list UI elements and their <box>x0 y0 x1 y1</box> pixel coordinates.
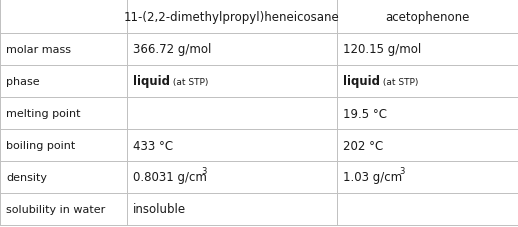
Text: insoluble: insoluble <box>133 203 186 216</box>
Text: 120.15 g/mol: 120.15 g/mol <box>343 43 421 56</box>
Text: 11-(2,2-dimethylpropyl)heneicosane: 11-(2,2-dimethylpropyl)heneicosane <box>124 10 340 23</box>
Text: 3: 3 <box>201 166 206 175</box>
Text: 433 °C: 433 °C <box>133 139 173 152</box>
Text: 3: 3 <box>399 166 405 175</box>
Text: 0.8031 g/cm: 0.8031 g/cm <box>133 171 207 184</box>
Text: molar mass: molar mass <box>6 45 71 55</box>
Text: phase: phase <box>6 77 39 87</box>
Text: 19.5 °C: 19.5 °C <box>343 107 387 120</box>
Text: liquid: liquid <box>133 75 170 88</box>
Text: (at STP): (at STP) <box>380 77 419 86</box>
Text: melting point: melting point <box>6 109 80 118</box>
Text: 366.72 g/mol: 366.72 g/mol <box>133 43 211 56</box>
Text: density: density <box>6 172 47 182</box>
Text: boiling point: boiling point <box>6 140 75 150</box>
Text: solubility in water: solubility in water <box>6 204 105 214</box>
Text: (at STP): (at STP) <box>170 77 208 86</box>
Text: 1.03 g/cm: 1.03 g/cm <box>343 171 402 184</box>
Text: liquid: liquid <box>343 75 380 88</box>
Text: acetophenone: acetophenone <box>385 10 470 23</box>
Text: 202 °C: 202 °C <box>343 139 383 152</box>
